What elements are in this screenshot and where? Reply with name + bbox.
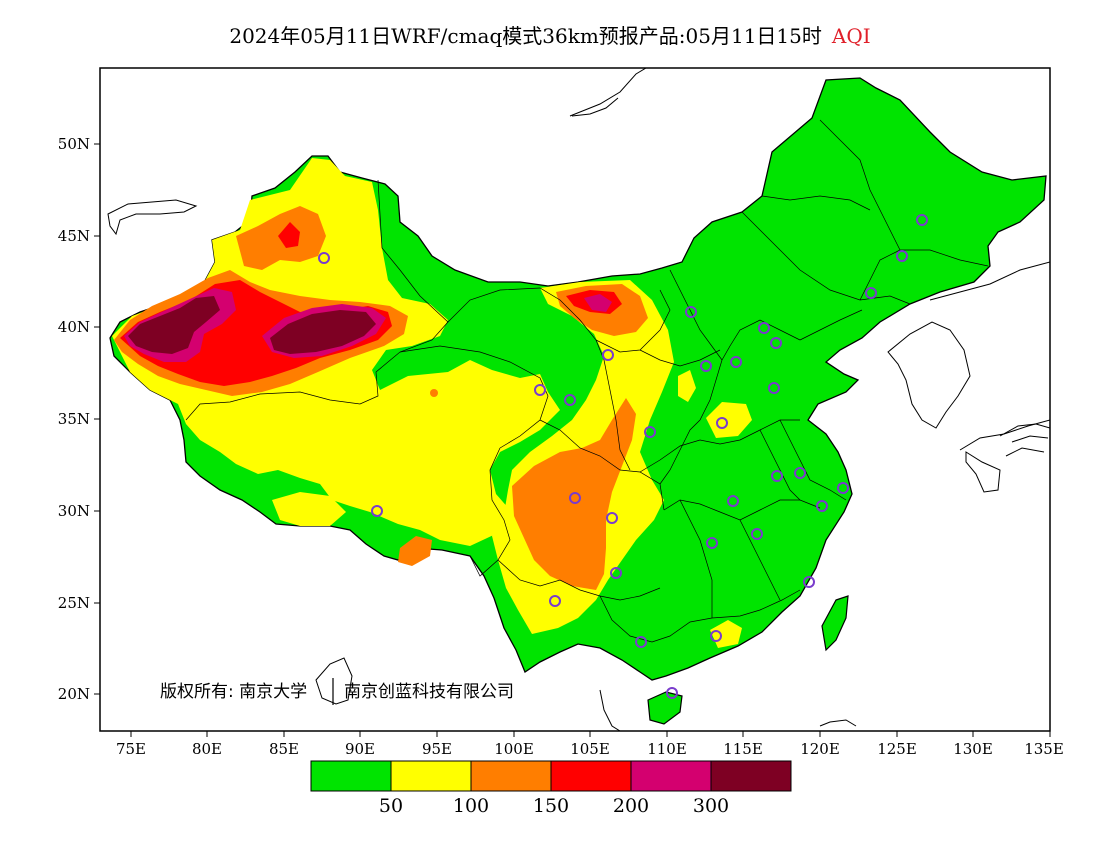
lon-label: 75E [116,740,146,758]
station-marker [706,537,718,549]
colorbar-swatch-very-unhealthy [630,760,712,792]
station-markers [318,214,928,699]
map-frame-border [99,67,1051,732]
lat-label: 35N [58,410,90,428]
unhealthy-zone-north [278,222,300,248]
taiwan-island [821,595,849,652]
colorbar-label: 50 [379,795,403,817]
station-marker [534,384,546,396]
station-marker [610,567,622,579]
colorbar-label: 100 [453,795,489,817]
station-marker [569,492,581,504]
map-content [107,68,1050,731]
title-variable: AQI [831,24,871,48]
station-marker [666,687,678,699]
hazardous-zone-central [270,310,376,354]
station-marker [549,595,561,607]
station-marker [770,337,782,349]
usg-spot [430,389,438,397]
hazardous-zone-west [128,296,220,354]
lon-label: 90E [345,740,375,758]
moderate-zone-hebei [678,370,696,402]
usg-zone-tibet-east [398,536,432,566]
station-marker [606,512,618,524]
lat-label: 50N [58,135,90,153]
lon-label: 115E [723,740,763,758]
lon-label: 95E [422,740,452,758]
lon-label: 100E [494,740,534,758]
station-marker [727,495,739,507]
station-marker [837,482,849,494]
moderate-zone-tibet-south [272,492,346,526]
station-marker [700,360,712,372]
station-marker [685,306,697,318]
station-marker [730,356,742,368]
very-unhealthy-zone-ningxia [584,294,612,312]
longitude-axis [130,731,1051,737]
colorbar-swatch-sensitive [470,760,552,792]
station-marker [768,382,780,394]
lon-label: 135E [1024,740,1064,758]
station-marker [758,322,770,334]
lat-label: 20N [58,685,90,703]
lon-label: 80E [192,740,222,758]
latitude-axis [94,143,100,695]
colorbar-swatch-hazardous [710,760,792,792]
colorbar-label: 300 [693,795,729,817]
colorbar-label: 150 [533,795,569,817]
lon-label: 85E [269,740,299,758]
lon-label: 105E [570,740,610,758]
station-marker [865,287,877,299]
province-boundaries [185,119,989,643]
lon-label: 120E [800,740,840,758]
lon-label: 110E [647,740,687,758]
station-marker [896,250,908,262]
longitude-labels: 75E 80E 85E 90E 95E 100E 105E 110E 115E … [116,740,1064,758]
title-main: 2024年05月11日WRF/cmaq模式36km预报产品:05月11日15时 [229,24,822,48]
station-marker [716,417,728,429]
station-marker [710,630,722,642]
colorbar-swatch-good [310,760,392,792]
map-title: 2024年05月11日WRF/cmaq模式36km预报产品:05月11日15时 A… [0,20,1100,49]
neighbour-coastlines [107,68,1050,731]
copyright: 版权所有: 南京大学 南京创蓝科技有限公司 [160,678,514,705]
colorbar-label: 200 [613,795,649,817]
station-marker [771,470,783,482]
station-marker [816,500,828,512]
latitude-labels: 50N 45N 40N 35N 30N 25N 20N [58,135,90,703]
station-marker [318,252,330,264]
station-marker [644,426,656,438]
copyright-left: 版权所有: 南京大学 [160,682,307,702]
lat-label: 30N [58,502,90,520]
hainan-island [647,691,683,725]
station-marker [371,505,383,517]
colorbar-swatch-moderate [390,760,472,792]
lat-label: 45N [58,227,90,245]
station-marker [751,528,763,540]
station-marker [602,349,614,361]
lon-label: 125E [877,740,917,758]
moderate-zone-shandong [706,402,752,438]
station-marker [635,636,647,648]
station-marker [803,576,815,588]
colorbar: 50 100 150 200 300 [310,760,792,817]
copyright-right: 南京创蓝科技有限公司 [344,682,514,702]
station-marker [564,394,576,406]
station-marker [916,214,928,226]
station-marker [794,467,806,479]
lon-label: 130E [953,740,993,758]
colorbar-swatch-unhealthy [550,760,632,792]
lat-label: 40N [58,318,90,336]
lat-label: 25N [58,594,90,612]
